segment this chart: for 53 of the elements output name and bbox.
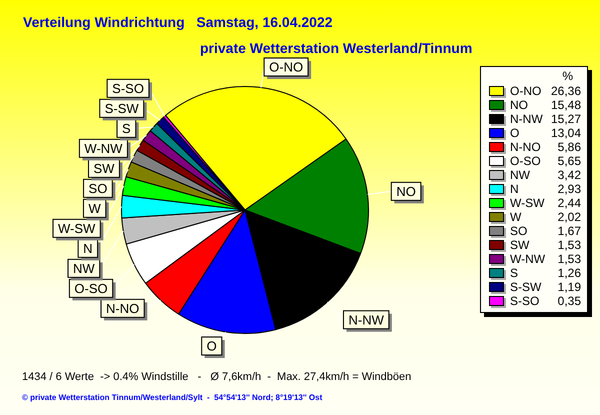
data-label: 1,53 bbox=[558, 238, 582, 252]
legend-label: SO bbox=[510, 224, 528, 238]
data-label: 2,44 bbox=[558, 196, 582, 210]
data-label: 1,53 bbox=[558, 252, 582, 266]
data-label: 0,35 bbox=[558, 294, 582, 308]
slice-label: N bbox=[83, 240, 93, 256]
legend-label: S bbox=[510, 266, 520, 280]
legend-label: N bbox=[510, 182, 520, 196]
data-label: 15,48 bbox=[550, 98, 582, 112]
data-label: 3,42 bbox=[558, 168, 582, 182]
slice-label: N-NW bbox=[348, 312, 385, 328]
chart-title: Verteilung Windrichtung Samstag, 16.04.2022 bbox=[23, 14, 333, 30]
legend-label: S-SW bbox=[510, 280, 542, 294]
slice-label: SW bbox=[94, 160, 116, 176]
text: © private Wetterstation Tinnum/Westerland/Sylt - 54°54'13'' Nord; 8°19'13'' Ost bbox=[22, 393, 322, 402]
data-label: 1,26 bbox=[558, 266, 582, 280]
legend-label: W-SW bbox=[510, 196, 546, 210]
slice-label: SO bbox=[88, 180, 108, 196]
legend-label: W bbox=[510, 210, 522, 224]
legend-title: % bbox=[561, 69, 574, 84]
slice-label: NO bbox=[396, 184, 416, 199]
legend-label: N-NO bbox=[510, 140, 542, 154]
slice-label: S-SW bbox=[104, 100, 140, 116]
slice-label: O bbox=[206, 338, 217, 354]
data-label: 13,04 bbox=[550, 126, 582, 140]
slice-label: O-SO bbox=[74, 280, 108, 296]
data-label: 15,27 bbox=[550, 112, 582, 126]
slice-label: N-NO bbox=[106, 300, 140, 316]
slice-label: O-NO bbox=[269, 60, 304, 75]
data-label: 1,19 bbox=[558, 280, 582, 294]
data-label: 2,02 bbox=[558, 210, 582, 224]
slice-label: S-SO bbox=[112, 80, 144, 96]
legend-label: NW bbox=[510, 168, 531, 182]
legend-label: O-SO bbox=[510, 154, 542, 168]
chart-subtitle: private Wetterstation Westerland/Tinnum bbox=[200, 40, 472, 56]
slice-label: W bbox=[88, 200, 102, 216]
data-label: 26,36 bbox=[550, 84, 582, 98]
slice-label: W-NW bbox=[84, 140, 124, 156]
legend-label: SW bbox=[510, 238, 530, 252]
legend-label: O bbox=[510, 126, 520, 140]
data-label: 5,86 bbox=[558, 140, 582, 154]
legend-label: W-NW bbox=[510, 252, 546, 266]
legend-label: S-SO bbox=[510, 294, 540, 308]
slice-label: W-SW bbox=[58, 220, 96, 236]
data-label: 2,93 bbox=[558, 182, 582, 196]
slice-label: S bbox=[122, 120, 132, 136]
legend-label: O-NO bbox=[510, 84, 542, 98]
legend-label: NO bbox=[510, 98, 529, 112]
data-label: 5,65 bbox=[558, 154, 582, 168]
slice-label: NW bbox=[73, 260, 96, 276]
legend-label: N-NW bbox=[510, 112, 544, 126]
data-label: 1,67 bbox=[558, 224, 582, 238]
text: 1434 / 6 Werte -> 0.4% Windstille - Ø 7,6km/h - Max. 27,4km/h = Windböen bbox=[22, 371, 412, 383]
